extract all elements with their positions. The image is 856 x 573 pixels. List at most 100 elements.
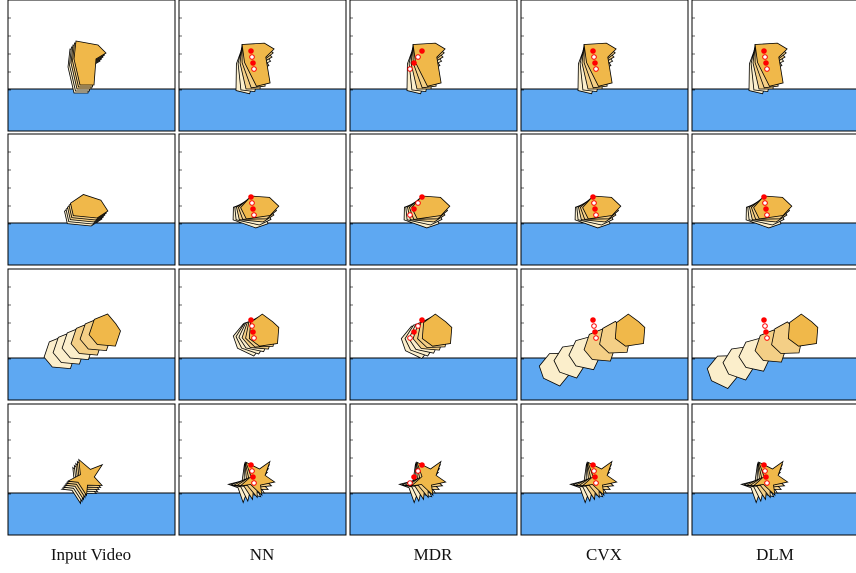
marker (419, 462, 425, 468)
marker (250, 60, 256, 66)
object (239, 460, 276, 497)
marker (763, 206, 769, 212)
marker (764, 212, 770, 218)
marker (415, 200, 421, 206)
column-label: Input Video (51, 545, 131, 564)
water (349, 88, 518, 132)
object (241, 42, 275, 87)
water (178, 222, 347, 266)
marker (251, 335, 257, 341)
marker (411, 474, 417, 480)
object (421, 313, 453, 347)
column-label: MDR (414, 545, 453, 564)
object (581, 460, 618, 497)
marker (762, 323, 768, 329)
water (691, 222, 856, 266)
marker (248, 194, 254, 200)
marker (411, 60, 417, 66)
object (583, 42, 617, 87)
column-label: NN (250, 545, 275, 564)
marker (251, 480, 257, 486)
marker (591, 200, 597, 206)
marker (591, 54, 597, 60)
marker (250, 206, 256, 212)
marker (763, 474, 769, 480)
water (691, 492, 856, 536)
water (520, 492, 689, 536)
marker (761, 48, 767, 54)
marker (419, 194, 425, 200)
marker (590, 194, 596, 200)
water (349, 357, 518, 401)
water (520, 222, 689, 266)
marker (250, 474, 256, 480)
object (752, 460, 789, 497)
marker (592, 60, 598, 66)
marker (419, 48, 425, 54)
water (349, 492, 518, 536)
marker (248, 317, 254, 323)
marker (592, 474, 598, 480)
marker (407, 335, 413, 341)
marker (415, 54, 421, 60)
marker (249, 54, 255, 60)
water (7, 222, 176, 266)
panel-grid (7, 0, 856, 536)
marker (592, 329, 598, 335)
marker (251, 212, 257, 218)
marker (251, 66, 257, 72)
marker (593, 66, 599, 72)
water (178, 492, 347, 536)
column-label: CVX (586, 545, 622, 564)
object (73, 40, 107, 86)
marker (415, 468, 421, 474)
marker (249, 200, 255, 206)
marker (248, 48, 254, 54)
marker (764, 335, 770, 341)
marker (762, 200, 768, 206)
marker (763, 60, 769, 66)
object (412, 42, 446, 87)
marker (593, 480, 599, 486)
water (7, 492, 176, 536)
object (754, 42, 788, 87)
marker (407, 212, 413, 218)
marker (761, 462, 767, 468)
water (178, 88, 347, 132)
marker (591, 323, 597, 329)
marker (764, 480, 770, 486)
object (70, 194, 109, 219)
marker (764, 66, 770, 72)
marker (590, 317, 596, 323)
marker (407, 66, 413, 72)
water (7, 357, 176, 401)
marker (411, 329, 417, 335)
marker (762, 54, 768, 60)
marker (591, 468, 597, 474)
marker (762, 468, 768, 474)
marker (250, 329, 256, 335)
marker (592, 206, 598, 212)
water (691, 88, 856, 132)
marker (248, 462, 254, 468)
marker (249, 468, 255, 474)
marker (761, 317, 767, 323)
water (520, 88, 689, 132)
marker (419, 317, 425, 323)
marker (590, 48, 596, 54)
marker (407, 480, 413, 486)
marker (249, 323, 255, 329)
marker (763, 329, 769, 335)
water (349, 222, 518, 266)
water (178, 357, 347, 401)
object (614, 313, 646, 347)
marker (415, 323, 421, 329)
marker (411, 206, 417, 212)
column-label: DLM (756, 545, 794, 564)
marker (590, 462, 596, 468)
object (787, 313, 819, 347)
object (88, 313, 121, 347)
marker (761, 194, 767, 200)
water (7, 88, 176, 132)
